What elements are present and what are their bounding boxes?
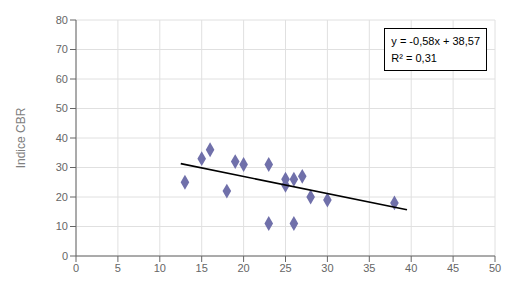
- svg-text:0: 0: [73, 262, 79, 274]
- svg-text:20: 20: [56, 191, 68, 203]
- svg-text:15: 15: [196, 262, 208, 274]
- svg-text:70: 70: [56, 43, 68, 55]
- svg-text:60: 60: [56, 73, 68, 85]
- html-text:R² = 0,31: R² = 0,31: [391, 51, 437, 64]
- svg-text:0: 0: [62, 250, 68, 262]
- html-text:y = -0,58x + 38,57: y = -0,58x + 38,57: [391, 35, 480, 47]
- svg-text:30: 30: [321, 262, 333, 274]
- svg-text:40: 40: [56, 132, 68, 144]
- svg-text:35: 35: [363, 262, 375, 274]
- svg-text:50: 50: [489, 262, 501, 274]
- svg-text:50: 50: [56, 102, 68, 114]
- svg-text:10: 10: [56, 220, 68, 232]
- svg-text:5: 5: [115, 262, 121, 274]
- svg-text:25: 25: [279, 262, 291, 274]
- svg-text:40: 40: [405, 262, 417, 274]
- svg-text:80: 80: [56, 14, 68, 26]
- svg-text:30: 30: [56, 161, 68, 173]
- svg-text:Indice CBR: Indice CBR: [14, 107, 28, 168]
- svg-text:20: 20: [237, 262, 249, 274]
- svg-text:10: 10: [154, 262, 166, 274]
- svg-text:45: 45: [447, 262, 459, 274]
